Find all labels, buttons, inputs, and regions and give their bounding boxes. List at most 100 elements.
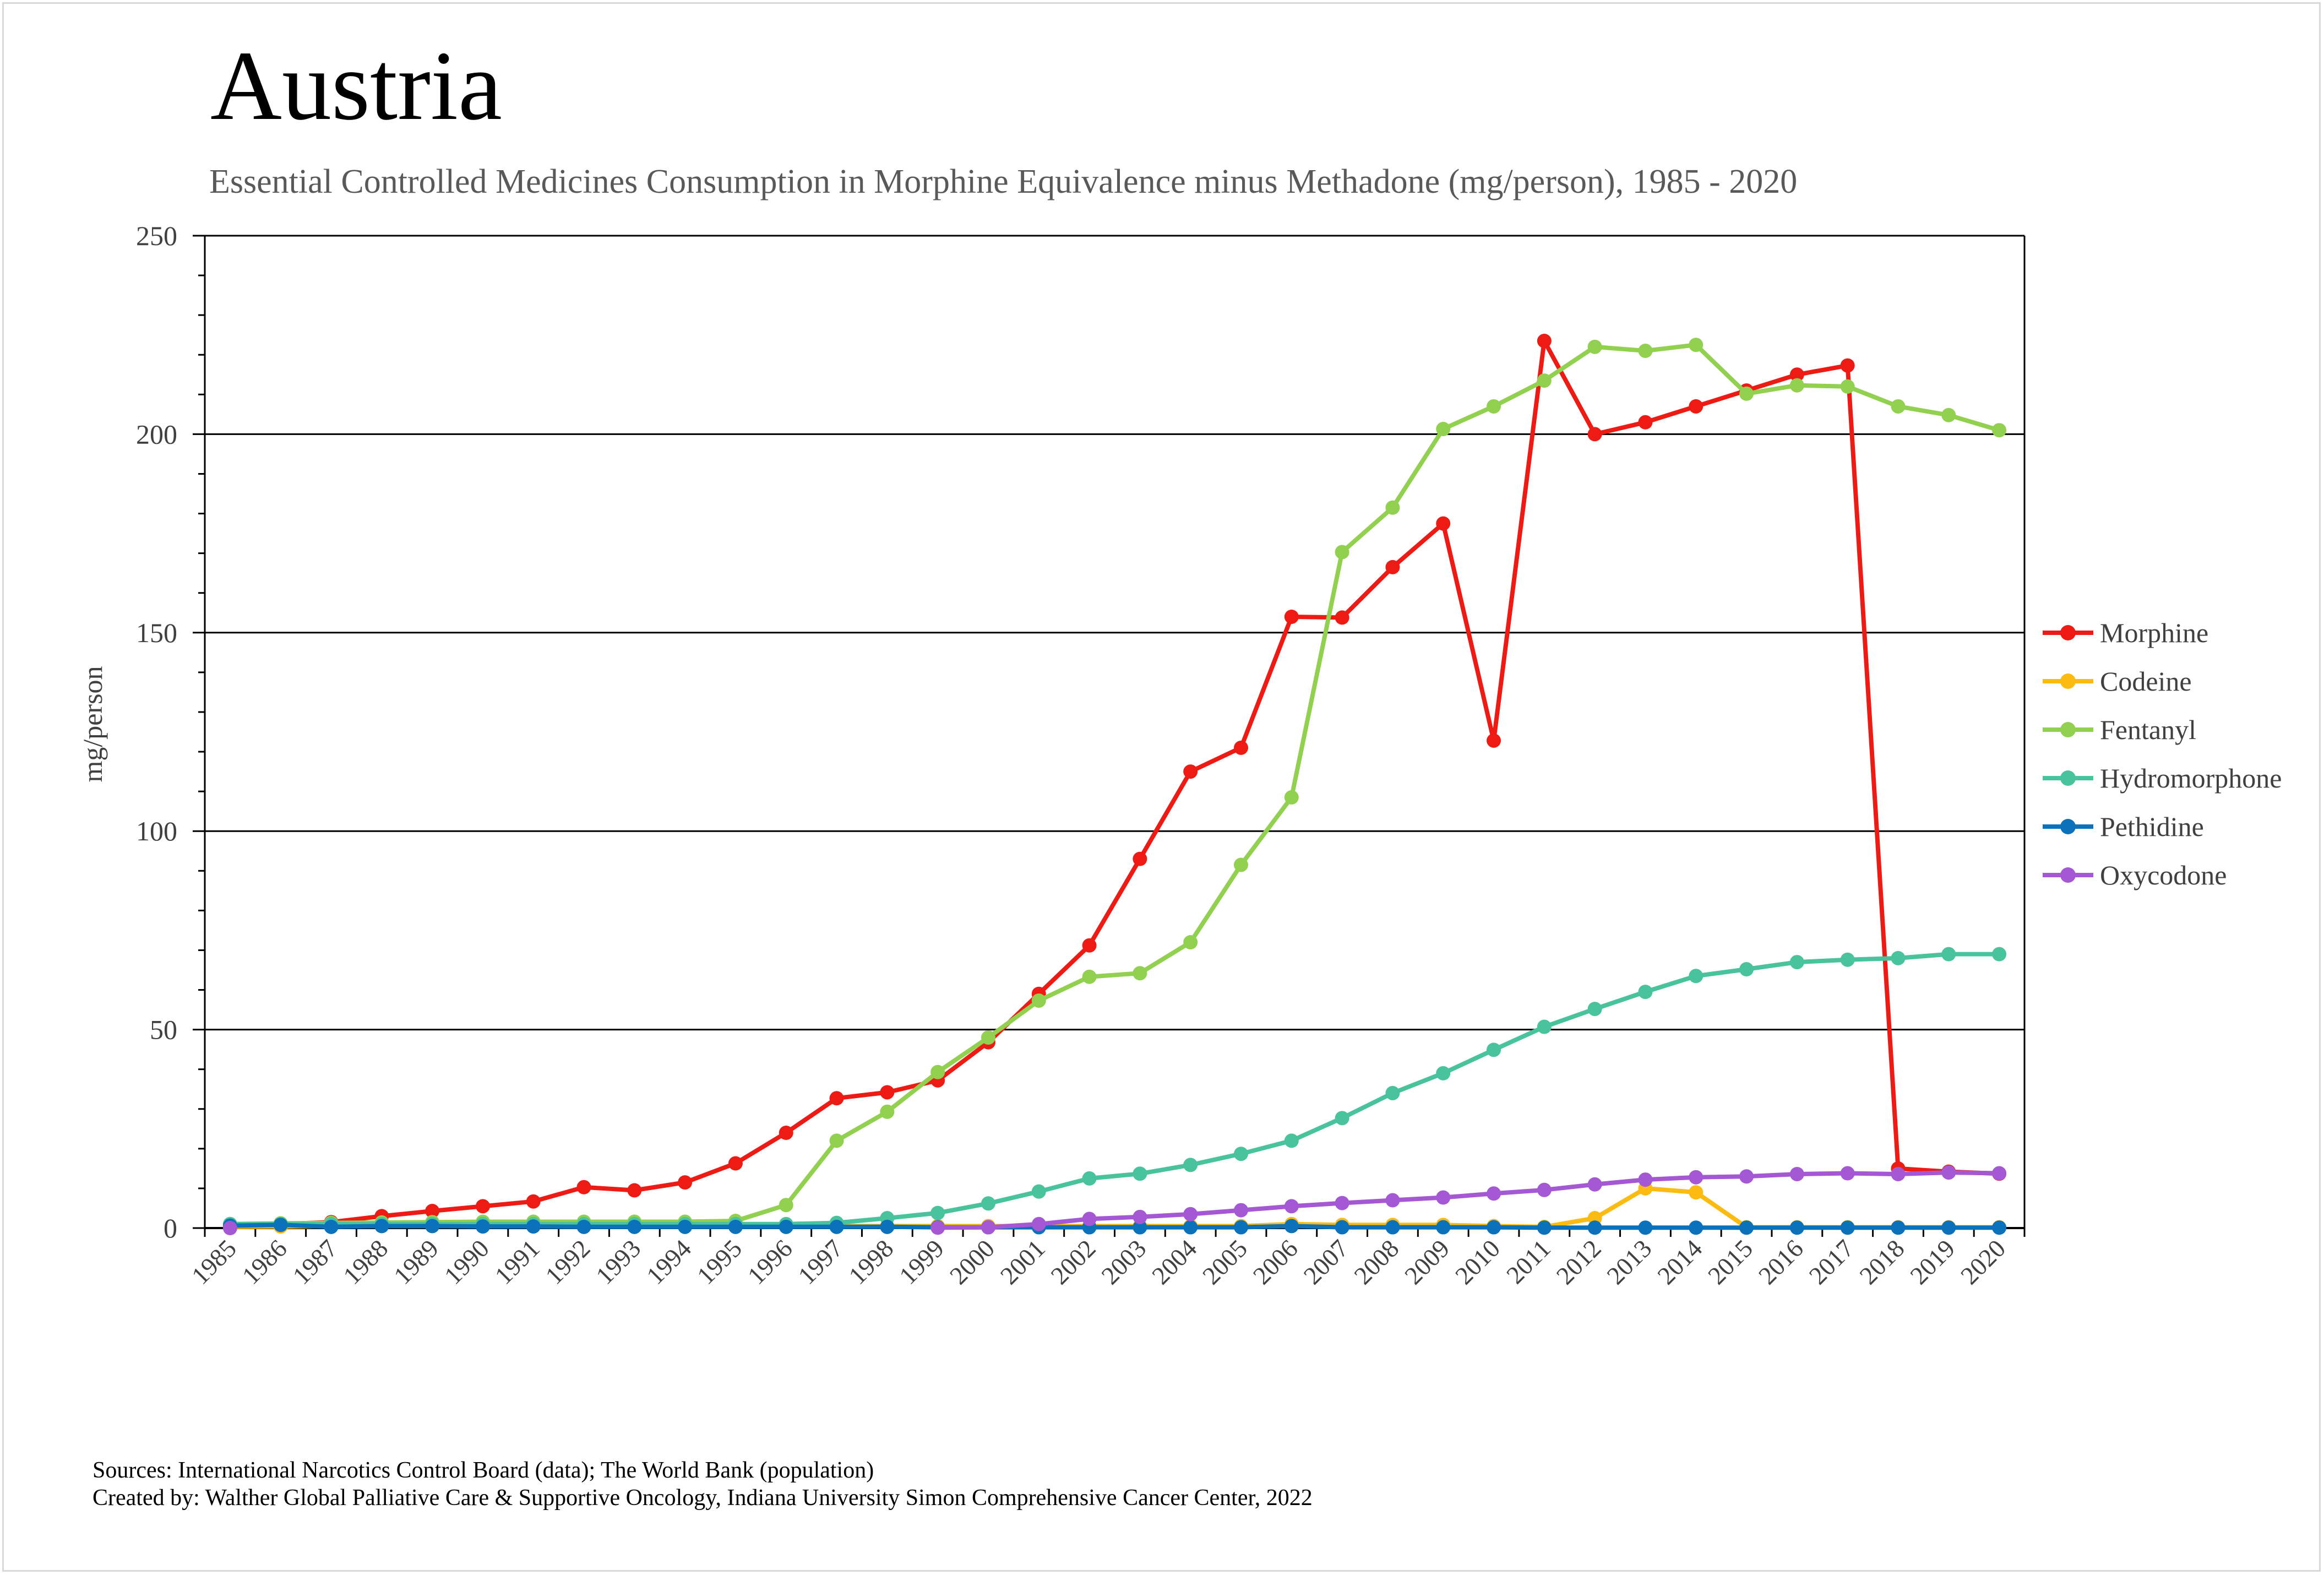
x-tick-label: 2012 <box>1551 1234 1607 1290</box>
legend-swatch <box>2043 722 2093 737</box>
x-tick-label: 2016 <box>1753 1234 1809 1290</box>
legend-swatch <box>2043 625 2093 640</box>
x-tick-label: 1991 <box>489 1234 545 1290</box>
legend-label: Codeine <box>2100 666 2192 697</box>
data-point <box>1183 1220 1198 1235</box>
data-point <box>1335 1111 1349 1126</box>
data-point <box>1789 955 1804 970</box>
x-tick-label: 2002 <box>1046 1234 1101 1290</box>
data-point <box>1941 1165 1956 1180</box>
footer-notes: Sources: International Narcotics Control… <box>92 1457 1313 1512</box>
data-point <box>1284 1219 1299 1234</box>
y-tick-label: 50 <box>150 1014 177 1045</box>
x-tick-label: 2000 <box>944 1234 1000 1290</box>
x-tick-label: 2008 <box>1348 1234 1404 1290</box>
data-point <box>1436 1220 1451 1235</box>
legend-item-fentanyl: Fentanyl <box>2043 705 2282 754</box>
x-tick-label: 1995 <box>692 1234 747 1290</box>
data-point <box>678 1175 693 1190</box>
x-tick-label: 2014 <box>1652 1234 1707 1290</box>
x-tick-label: 2020 <box>1955 1234 2011 1290</box>
data-point <box>1638 1220 1653 1235</box>
data-point <box>1537 1182 1552 1197</box>
data-point <box>981 1030 995 1045</box>
data-point <box>1739 1220 1754 1235</box>
data-point <box>1587 1002 1602 1017</box>
x-tick-label: 1999 <box>894 1234 949 1290</box>
data-point <box>1031 993 1046 1008</box>
data-point <box>1992 947 2007 962</box>
data-point <box>1739 962 1754 977</box>
data-point <box>779 1198 793 1213</box>
legend-item-codeine: Codeine <box>2043 657 2282 705</box>
data-point <box>425 1204 440 1219</box>
data-point <box>1587 339 1602 354</box>
data-point <box>829 1091 844 1106</box>
data-point <box>1739 386 1754 401</box>
data-point <box>1789 1166 1804 1181</box>
x-tick-label: 1996 <box>742 1234 798 1290</box>
x-tick-label: 2007 <box>1298 1234 1354 1290</box>
data-point <box>1689 969 1703 984</box>
data-point <box>1133 851 1147 866</box>
data-point <box>1992 423 2007 438</box>
x-tick-label: 1993 <box>590 1234 646 1290</box>
data-point <box>1385 1193 1400 1208</box>
data-point <box>1689 1170 1703 1185</box>
data-point <box>1133 966 1147 981</box>
data-point <box>1385 1085 1400 1100</box>
data-point <box>1234 857 1249 872</box>
series-pethidine <box>222 1218 2007 1235</box>
data-point <box>1891 399 1906 414</box>
data-point <box>425 1219 440 1234</box>
data-point <box>779 1126 793 1140</box>
data-point <box>1385 500 1400 515</box>
data-point <box>1537 1220 1552 1235</box>
created-by-text: Created by: Walther Global Palliative Ca… <box>92 1485 1313 1511</box>
data-point <box>475 1219 490 1234</box>
data-point <box>1789 367 1804 382</box>
y-tick-label: 150 <box>136 617 177 648</box>
data-point <box>1487 1186 1501 1201</box>
legend-swatch <box>2043 867 2093 883</box>
x-tick-label: 2009 <box>1399 1234 1455 1290</box>
x-tick-label: 2015 <box>1702 1234 1758 1290</box>
data-point <box>1537 334 1552 349</box>
gridlines <box>205 235 2024 1031</box>
data-point <box>829 1219 844 1234</box>
data-point <box>273 1218 288 1232</box>
data-point <box>1941 947 1956 962</box>
data-point <box>1487 733 1501 748</box>
data-point <box>1031 1216 1046 1231</box>
data-point <box>880 1219 895 1234</box>
data-point <box>1031 1184 1046 1199</box>
data-point <box>1436 516 1451 531</box>
data-point <box>930 1065 945 1079</box>
data-point <box>1537 1019 1552 1034</box>
y-tick-label: 100 <box>136 816 177 846</box>
x-tick-label: 1987 <box>287 1234 342 1290</box>
data-point <box>1840 379 1855 394</box>
series-morphine <box>222 334 2007 1234</box>
data-point <box>374 1219 389 1234</box>
data-point <box>1689 399 1703 414</box>
legend-item-pethidine: Pethidine <box>2043 802 2282 851</box>
data-point <box>1487 1220 1501 1235</box>
series-line <box>227 1223 2002 1230</box>
data-point <box>1183 935 1198 950</box>
legend-item-oxycodone: Oxycodone <box>2043 851 2282 899</box>
legend-label: Pethidine <box>2100 811 2204 842</box>
data-point <box>1789 1220 1804 1235</box>
legend-label: Oxycodone <box>2100 860 2227 890</box>
data-point <box>1840 1166 1855 1181</box>
data-point <box>1234 740 1249 755</box>
data-point <box>1689 338 1703 352</box>
data-point <box>1335 1220 1349 1235</box>
legend-swatch <box>2043 819 2093 834</box>
legend-label: Fentanyl <box>2100 714 2196 745</box>
x-tick-label: 1994 <box>641 1234 696 1290</box>
data-point <box>627 1219 642 1234</box>
data-point <box>1587 1177 1602 1192</box>
data-point <box>1183 1158 1198 1172</box>
data-point <box>1840 358 1855 373</box>
